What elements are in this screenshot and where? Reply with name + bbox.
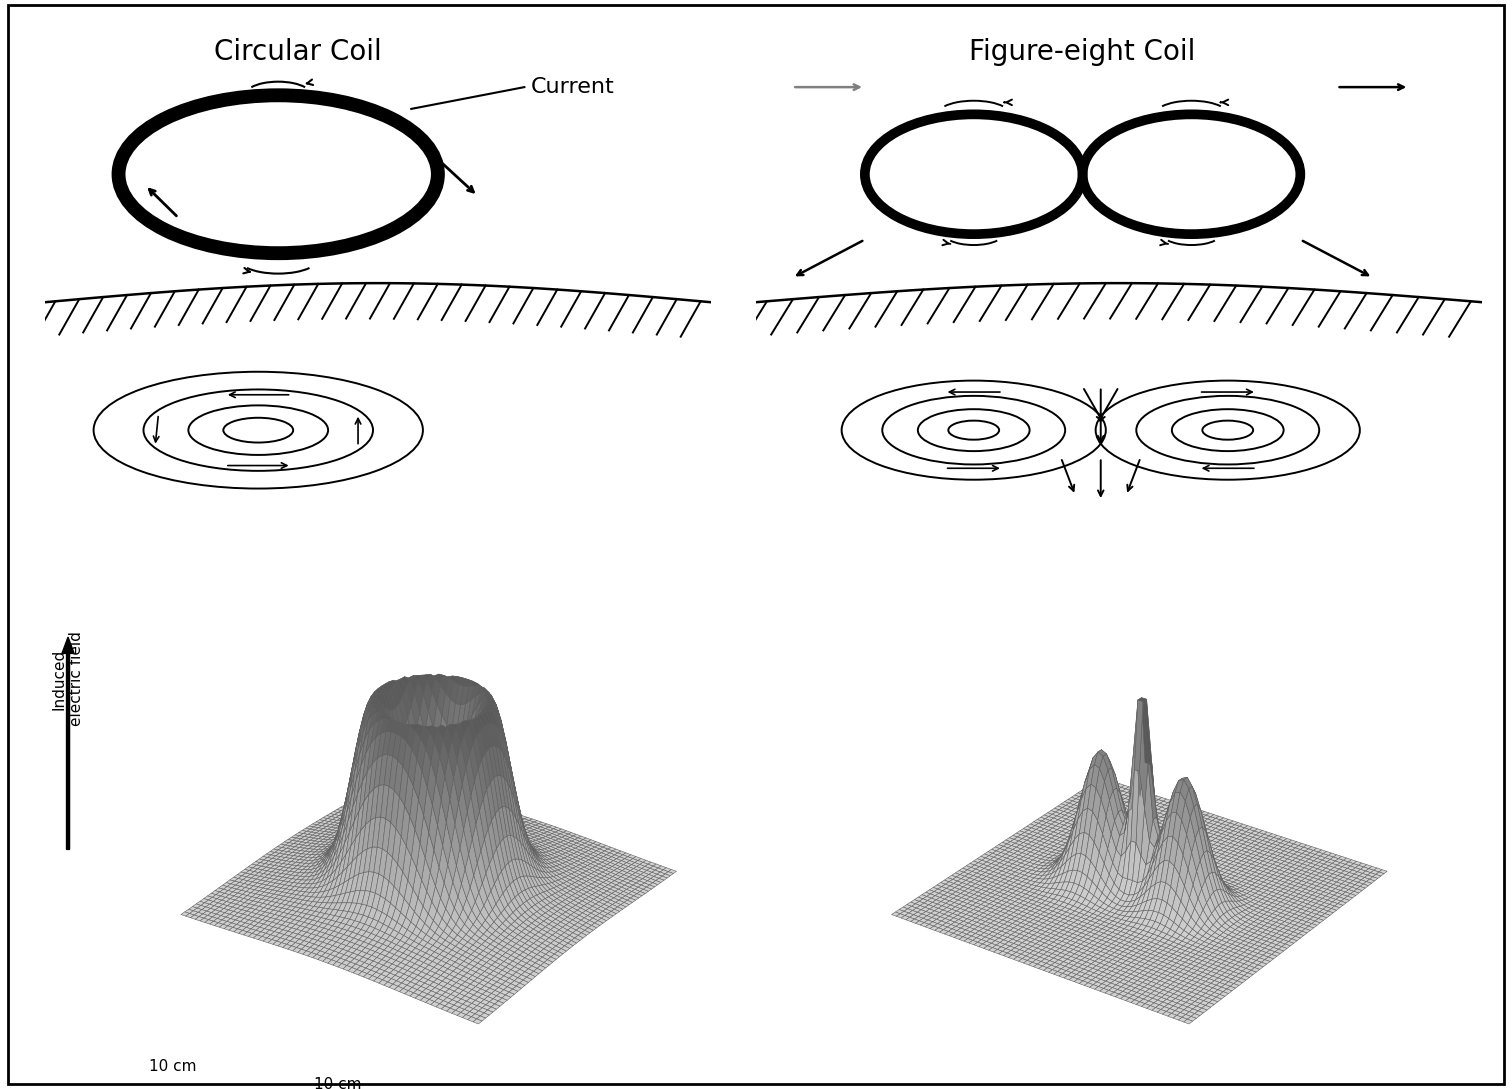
Text: 10 cm: 10 cm — [313, 1077, 361, 1089]
Text: Circular Coil: Circular Coil — [215, 38, 383, 66]
Text: Induced
electric field: Induced electric field — [51, 632, 85, 726]
Text: Current: Current — [531, 77, 615, 97]
Text: 10 cm: 10 cm — [148, 1059, 197, 1074]
Text: Figure-eight Coil: Figure-eight Coil — [969, 38, 1196, 66]
